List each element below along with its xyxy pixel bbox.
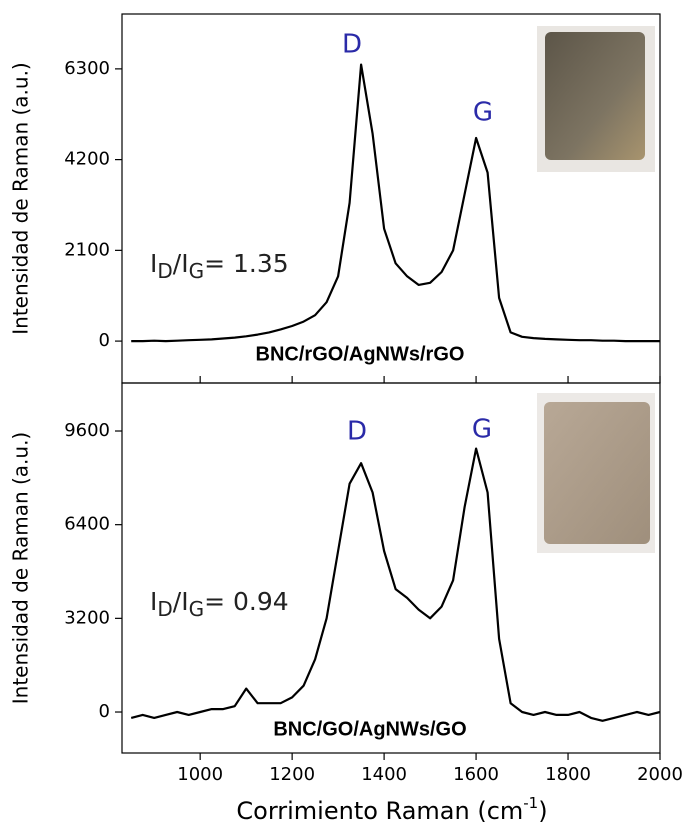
x-tick-label: 1400	[361, 764, 407, 785]
ratio-part: = 1.35	[204, 249, 289, 278]
ratio-part: G	[189, 597, 205, 621]
x-tick-label: 2000	[637, 764, 683, 785]
x-tick-label: 1200	[269, 764, 315, 785]
ratio-part: G	[189, 259, 205, 283]
x-axis-label: Corrimiento Raman (cm-1)	[236, 794, 547, 826]
y-tick-label: 6300	[64, 58, 110, 79]
ratio-part: = 0.94	[204, 587, 289, 616]
peak-label: G	[473, 98, 493, 128]
x-label-part: Corrimiento Raman (cm	[236, 797, 523, 825]
x-label-part: )	[538, 797, 547, 825]
y-axis-label: Intensidad de Raman (a.u.)	[9, 432, 33, 704]
sample-film	[545, 32, 645, 160]
peak-label: D	[342, 30, 362, 60]
ratio-part: I	[150, 249, 157, 278]
y-tick-label: 4200	[64, 149, 110, 170]
ratio-part: D	[157, 259, 172, 283]
y-tick-label: 3200	[64, 607, 110, 628]
spectrum-line	[131, 63, 660, 343]
ratio-part: I	[150, 587, 157, 616]
y-tick-label: 0	[99, 701, 110, 722]
y-axis-label: Intensidad de Raman (a.u.)	[9, 62, 33, 334]
y-tick-label: 6400	[64, 514, 110, 535]
x-tick-label: 1000	[177, 764, 223, 785]
x-tick-label: 1600	[453, 764, 499, 785]
peak-label: G	[472, 415, 492, 445]
ratio-label: ID/IG= 1.35	[150, 249, 289, 283]
sample-label: BNC/rGO/AgNWs/rGO	[256, 343, 465, 365]
spectrum-line	[130, 447, 661, 722]
x-label-part: -1	[523, 794, 538, 812]
y-tick-label: 0	[99, 330, 110, 351]
sample-film	[544, 402, 650, 544]
x-tick-label: 1800	[545, 764, 591, 785]
peak-label: D	[347, 417, 367, 447]
ratio-label: ID/IG= 0.94	[150, 587, 289, 621]
ratio-part: /I	[173, 587, 189, 616]
y-tick-label: 2100	[64, 239, 110, 260]
ratio-part: D	[157, 597, 172, 621]
ratio-part: /I	[173, 249, 189, 278]
sample-label: BNC/GO/AgNWs/GO	[273, 718, 466, 740]
plot-frame	[121, 382, 661, 754]
y-tick-label: 9600	[64, 420, 110, 441]
